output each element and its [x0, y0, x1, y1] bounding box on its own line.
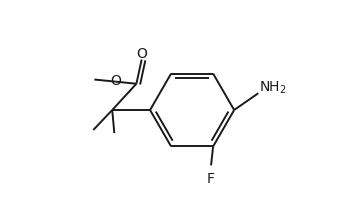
- Text: O: O: [110, 74, 121, 88]
- Text: F: F: [207, 172, 215, 186]
- Text: NH$_2$: NH$_2$: [260, 80, 287, 96]
- Text: O: O: [136, 47, 147, 61]
